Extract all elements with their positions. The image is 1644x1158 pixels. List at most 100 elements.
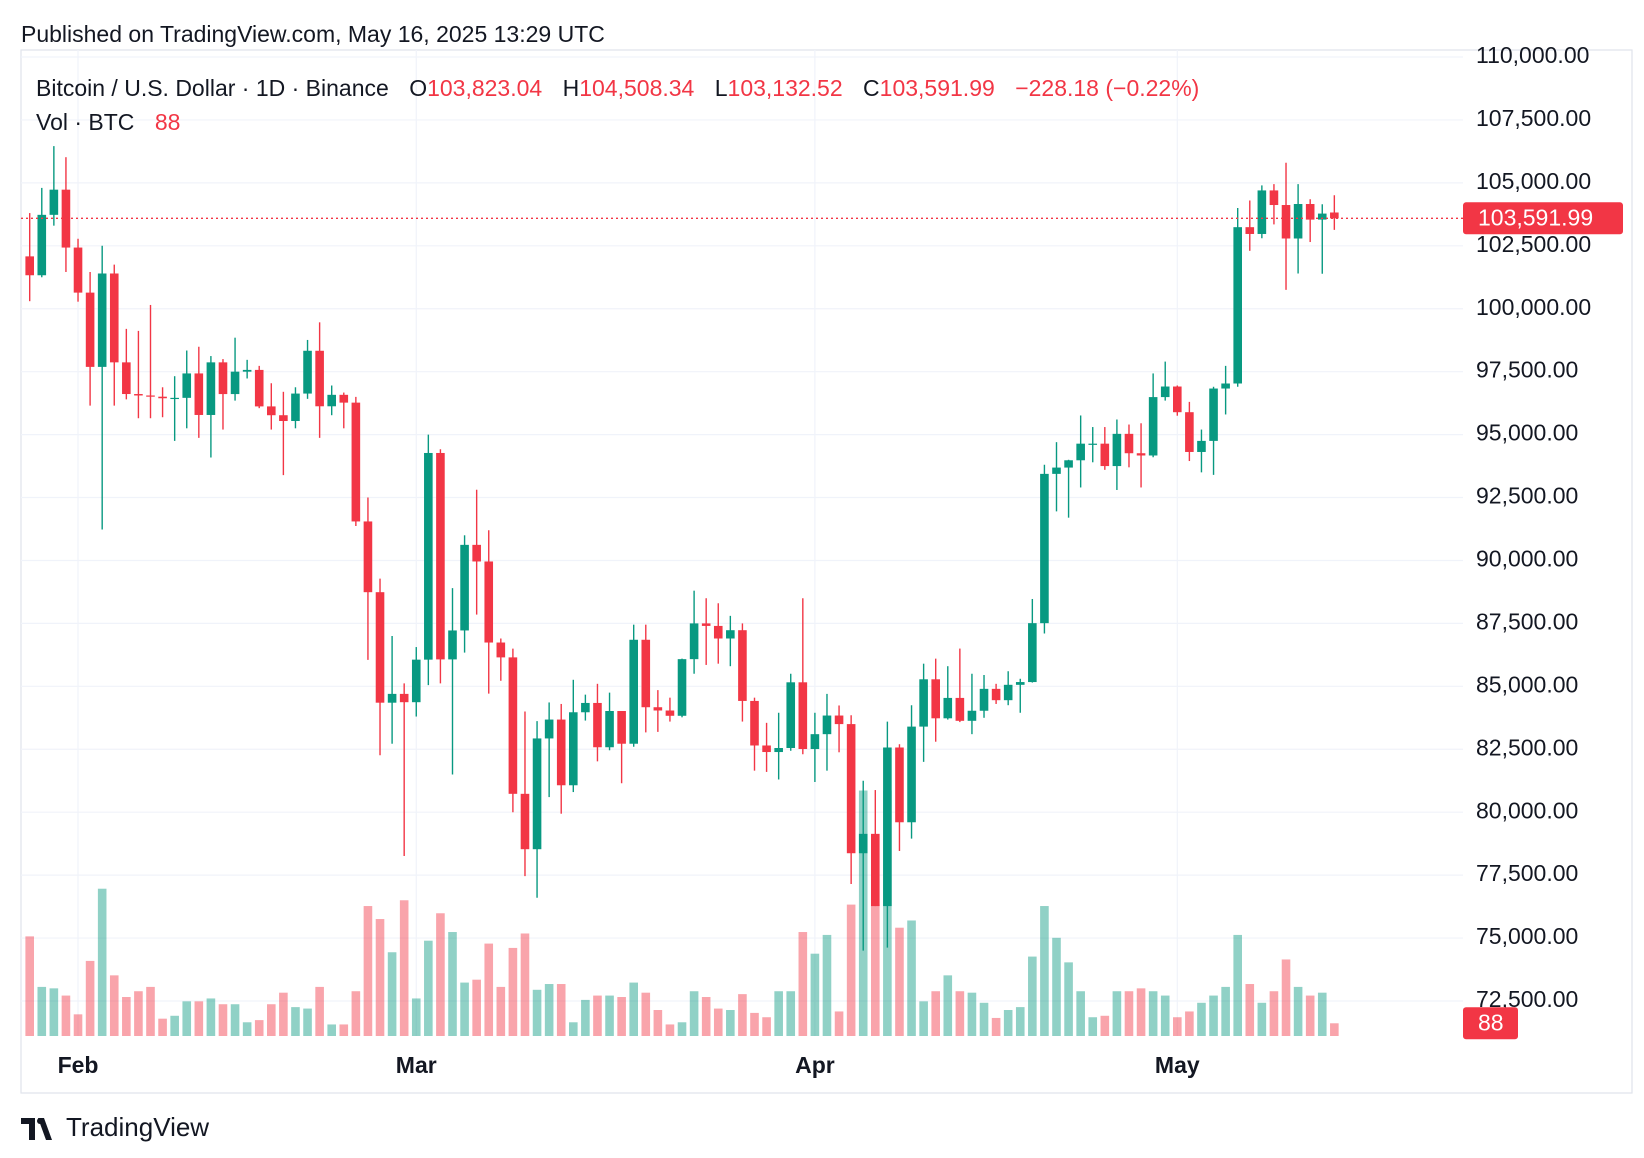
y-tick-label: 95,000.00 — [1476, 420, 1578, 446]
volume-bar — [460, 982, 469, 1036]
volume-bar — [170, 1015, 179, 1036]
volume-bar — [955, 991, 965, 1036]
volume-bar — [1281, 959, 1291, 1036]
ohlc-prefix: C — [863, 75, 880, 101]
candle-body — [810, 734, 820, 750]
volume-bar — [424, 940, 433, 1036]
volume-tag — [1463, 1007, 1518, 1040]
candle-body — [1281, 205, 1291, 239]
volume-bar — [569, 1022, 578, 1036]
candle-body — [472, 544, 481, 562]
logo-mark — [21, 1118, 52, 1140]
volume-bar — [122, 997, 131, 1036]
volume-bar — [484, 943, 494, 1036]
volume-bar — [1330, 1023, 1339, 1036]
volume-bar — [1052, 937, 1061, 1036]
candle-body — [762, 745, 771, 753]
y-tick-label: 100,000.00 — [1476, 294, 1591, 320]
change-value: −228.18 (−0.22%) — [1015, 75, 1199, 101]
volume-bar — [109, 975, 119, 1036]
grid — [21, 50, 1463, 1036]
volume-bar — [146, 986, 155, 1036]
x-tick-label: Apr — [795, 1052, 835, 1078]
volume-bar — [1197, 1002, 1206, 1036]
candle-body — [991, 688, 1001, 701]
volume-bar — [1305, 995, 1315, 1036]
candle-body — [750, 700, 759, 746]
candle-body — [1052, 467, 1061, 474]
candle-body — [967, 710, 977, 721]
volume-bar — [629, 982, 638, 1036]
candle-body — [1257, 190, 1267, 234]
candle-body — [37, 214, 47, 276]
volume-bar — [689, 991, 699, 1036]
volume-bar — [1173, 1017, 1182, 1036]
candle-body — [1330, 212, 1339, 219]
candle-body — [834, 715, 844, 725]
ohlc-value: 104,508.34 — [579, 75, 694, 101]
y-tick-label: 85,000.00 — [1476, 671, 1578, 697]
volume-bar — [1015, 1007, 1025, 1036]
volume-bar — [436, 913, 445, 1036]
candle-body — [206, 362, 216, 415]
candle-body — [1185, 412, 1194, 452]
candle-body — [484, 561, 494, 643]
volume-bar — [279, 992, 288, 1036]
volume-bar — [1112, 991, 1122, 1036]
candle-body — [230, 371, 240, 395]
candle-body — [242, 369, 252, 372]
symbol-title: Bitcoin / U.S. Dollar · 1D · Binance — [36, 75, 389, 101]
candle-body — [907, 726, 916, 823]
footer-logo — [21, 1118, 52, 1140]
last-price-tag — [1463, 202, 1623, 235]
volume-bar — [411, 998, 421, 1036]
candle-body — [544, 719, 554, 739]
volume-bar — [1003, 1010, 1013, 1036]
volume-bar — [1233, 934, 1242, 1036]
volume-bar — [617, 997, 626, 1036]
volume-bar — [49, 988, 59, 1036]
volume-bar — [230, 1004, 240, 1036]
volume-bar — [254, 1020, 264, 1036]
volume-bar — [907, 920, 916, 1036]
candle-body — [25, 256, 34, 276]
volume-bar — [738, 994, 747, 1036]
volume-bar — [943, 975, 953, 1036]
volume-bar — [713, 1008, 723, 1036]
y-tick-label: 110,000.00 — [1476, 42, 1589, 68]
volume-bar — [641, 992, 651, 1036]
candle-body — [689, 623, 699, 660]
candle-body — [786, 682, 796, 749]
candle-body — [871, 833, 880, 907]
candle-body — [858, 833, 868, 854]
candle-body — [339, 394, 349, 403]
candle-body — [122, 362, 131, 395]
candle-body — [1064, 460, 1073, 468]
y-tick-label: 105,000.00 — [1476, 168, 1591, 194]
ohlc-prefix: O — [409, 75, 427, 101]
candle-body — [218, 362, 228, 395]
volume-bar — [919, 1001, 928, 1036]
candle-body — [738, 630, 747, 701]
volume-bar — [846, 904, 856, 1036]
volume-bar — [291, 1007, 300, 1036]
candle-body — [1305, 204, 1315, 220]
price-axis: 72,500.0075,000.0077,500.0080,000.0082,5… — [1476, 42, 1591, 1012]
volume-bar — [339, 1024, 349, 1036]
candle-body — [1173, 386, 1182, 413]
volume-bar — [810, 953, 820, 1036]
volume-bar — [762, 1017, 771, 1036]
candle-body — [1028, 623, 1037, 683]
candle-body — [158, 396, 167, 399]
ohlc-value: 103,823.04 — [427, 75, 542, 101]
volume-bar — [1076, 991, 1085, 1036]
volume-bar — [556, 984, 566, 1036]
candle-body — [532, 738, 542, 850]
candle-body — [1221, 383, 1230, 389]
ohlc-value: 103,591.99 — [880, 75, 995, 101]
candle-body — [1100, 443, 1110, 467]
candle-body — [61, 189, 71, 248]
volume-bar — [653, 1010, 663, 1036]
volume-bar — [158, 1018, 167, 1036]
candle-body — [883, 747, 892, 907]
